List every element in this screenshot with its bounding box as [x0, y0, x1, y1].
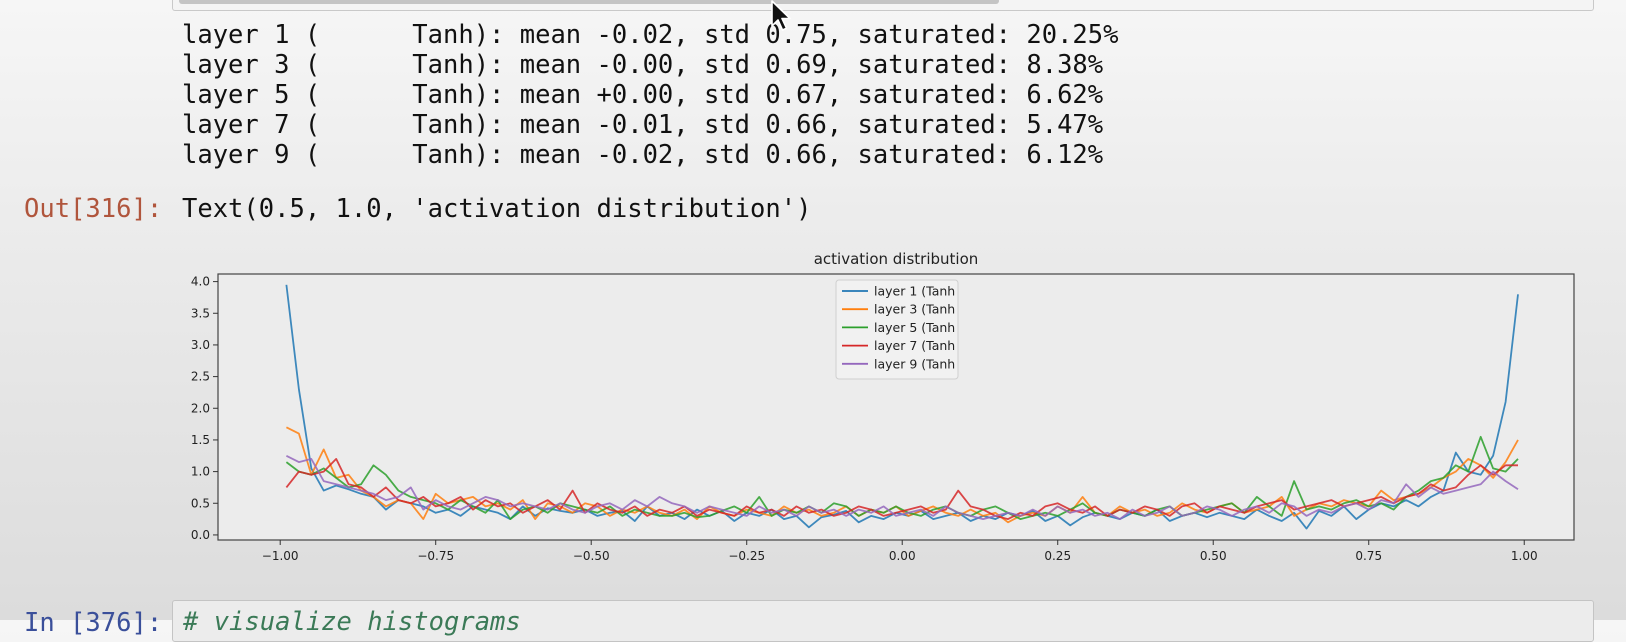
y-tick-label: 2.0	[191, 401, 210, 415]
x-tick-label: −0.50	[573, 549, 610, 563]
mouse-cursor-icon	[771, 0, 791, 31]
activation-distribution-chart: activation distribution −1.00 −0.75 −0.50 −0…	[191, 250, 1575, 563]
x-tick-label: 0.50	[1200, 549, 1227, 563]
previous-cell-output-area	[172, 0, 1594, 11]
output-prompt: Out[316]:	[24, 194, 163, 224]
legend-label-layer-9: layer 9 (Tanh	[874, 356, 955, 371]
y-tick-label: 0.0	[191, 528, 210, 542]
x-tick-label: −0.25	[728, 549, 765, 563]
chart-title: activation distribution	[814, 250, 979, 268]
y-tick-label: 1.5	[191, 433, 210, 447]
y-tick-label: 2.5	[191, 370, 210, 384]
next-cell-code[interactable]: # visualize histograms	[183, 607, 521, 637]
stdout-line: layer 9 ( Tanh): mean -0.02, std 0.66, s…	[182, 140, 1104, 170]
legend-box	[835, 279, 959, 380]
input-prompt: In [376]:	[24, 608, 163, 638]
next-code-cell[interactable]: # visualize histograms	[172, 600, 1594, 642]
stdout-line: layer 1 ( Tanh): mean -0.02, std 0.75, s…	[182, 20, 1119, 50]
stdout-line: layer 7 ( Tanh): mean -0.01, std 0.66, s…	[182, 110, 1104, 140]
series-line-layer-5	[285, 435, 1519, 520]
stdout-output: layer 1 ( Tanh): mean -0.02, std 0.75, s…	[182, 20, 1119, 170]
legend-label-layer-5: layer 5 (Tanh	[874, 320, 955, 335]
y-tick-label: 3.5	[191, 306, 210, 320]
legend-label-layer-1: layer 1 (Tanh	[874, 284, 955, 299]
x-tick-label: −0.75	[417, 549, 454, 563]
x-tick-label: 0.25	[1044, 549, 1071, 563]
stdout-line: layer 3 ( Tanh): mean -0.00, std 0.69, s…	[182, 50, 1104, 80]
y-tick-label: 0.5	[191, 496, 210, 510]
horizontal-scrollbar[interactable]	[179, 0, 999, 4]
x-tick-label: 0.00	[889, 549, 916, 563]
y-tick-label: 1.0	[191, 465, 210, 479]
y-tick-label: 4.0	[191, 275, 210, 289]
series-line-layer-7	[285, 457, 1518, 520]
x-tick-label: −1.00	[262, 549, 299, 563]
x-tick-label: 0.75	[1355, 549, 1382, 563]
y-tick-label: 3.0	[191, 338, 210, 352]
stdout-line: layer 5 ( Tanh): mean +0.00, std 0.67, s…	[182, 80, 1104, 110]
output-text: Text(0.5, 1.0, 'activation distribution'…	[182, 194, 812, 224]
legend-label-layer-7: layer 7 (Tanh	[874, 338, 955, 353]
series-line-layer-9	[285, 454, 1519, 520]
legend-label-layer-3: layer 3 (Tanh	[874, 302, 955, 317]
x-tick-label: 1.00	[1511, 549, 1538, 563]
